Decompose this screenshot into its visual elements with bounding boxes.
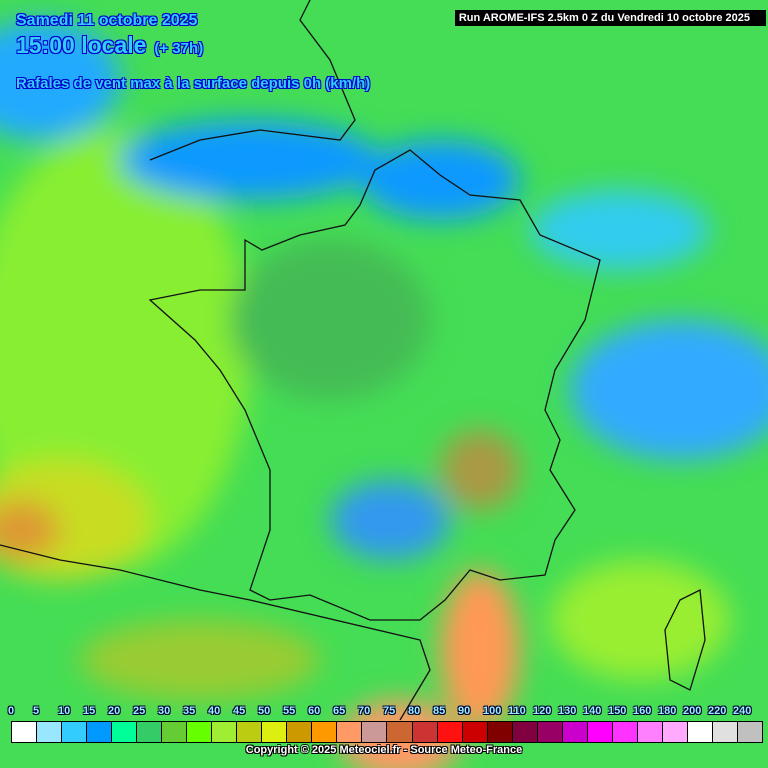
legend-label: 65 [333, 705, 346, 717]
legend-swatch [437, 722, 463, 742]
legend-swatch [687, 722, 713, 742]
legend-swatch [537, 722, 563, 742]
parameter-label: Rafales de vent max à la surface depuis … [16, 75, 371, 92]
legend-swatch [112, 722, 138, 742]
legend-label: 55 [283, 705, 296, 717]
legend-label: 85 [433, 705, 446, 717]
legend-label: 0 [8, 705, 15, 717]
legend-swatch [287, 722, 313, 742]
legend-swatch [62, 722, 88, 742]
legend-swatch [712, 722, 738, 742]
legend-label: 20 [108, 705, 121, 717]
legend-swatch [312, 722, 338, 742]
legend-swatch [612, 722, 638, 742]
legend-swatch [12, 722, 38, 742]
legend-label: 75 [383, 705, 396, 717]
legend-swatch [237, 722, 263, 742]
legend-label: 180 [658, 705, 677, 717]
legend-swatch [637, 722, 663, 742]
legend-labels: 0 5 10 15 20 25 30 35 40 45 50 55 60 65 70 75 80 85 90 100 1… [6, 705, 766, 719]
local-time: 15:00 locale [16, 32, 147, 58]
legend-label: 140 [583, 705, 602, 717]
legend-swatch [212, 722, 238, 742]
legend-swatch [137, 722, 163, 742]
legend-label: 240 [733, 705, 752, 717]
legend-label: 130 [558, 705, 577, 717]
legend-label: 200 [683, 705, 702, 717]
legend-swatch [662, 722, 688, 742]
legend-swatch [462, 722, 488, 742]
legend-label: 80 [408, 705, 421, 717]
legend-swatch [487, 722, 513, 742]
legend-swatch [587, 722, 613, 742]
corsica-coast [664, 588, 706, 691]
legend-swatch [387, 722, 413, 742]
legend-label: 35 [183, 705, 196, 717]
legend-swatch [512, 722, 538, 742]
legend-label: 45 [233, 705, 246, 717]
forecast-time: 15:00 locale (+ 37h) [16, 32, 203, 59]
lead-time: (+ 37h) [154, 40, 204, 57]
legend-swatch [562, 722, 588, 742]
france-border [148, 149, 601, 621]
copyright: Copyright © 2025 Meteociel.fr - Source M… [245, 744, 523, 756]
legend-label: 60 [308, 705, 321, 717]
legend-label: 15 [83, 705, 96, 717]
legend-label: 40 [208, 705, 221, 717]
legend-swatch [737, 722, 762, 742]
legend-label: 100 [483, 705, 502, 717]
legend-label: 120 [533, 705, 552, 717]
legend-label: 50 [258, 705, 271, 717]
legend-label: 5 [33, 705, 40, 717]
legend-swatch [337, 722, 363, 742]
legend-label: 160 [633, 705, 652, 717]
legend-swatch [262, 722, 288, 742]
legend-label: 70 [358, 705, 371, 717]
legend-swatch [162, 722, 188, 742]
england-coast [149, 0, 356, 161]
legend-label: 10 [58, 705, 71, 717]
legend-label: 110 [508, 705, 526, 717]
legend-swatch [412, 722, 438, 742]
forecast-date: Samedi 11 octobre 2025 [16, 12, 198, 29]
legend-swatch [37, 722, 63, 742]
color-legend [11, 721, 763, 743]
model-run-label: Run AROME-IFS 2.5km 0 Z du Vendredi 10 o… [454, 10, 766, 26]
legend-swatch [87, 722, 113, 742]
legend-label: 25 [133, 705, 146, 717]
legend-label: 90 [458, 705, 471, 717]
legend-swatch [362, 722, 388, 742]
legend-label: 150 [608, 705, 627, 717]
legend-label: 220 [708, 705, 727, 717]
spain-coast [0, 544, 431, 721]
legend-label: 30 [158, 705, 171, 717]
legend-swatch [187, 722, 213, 742]
